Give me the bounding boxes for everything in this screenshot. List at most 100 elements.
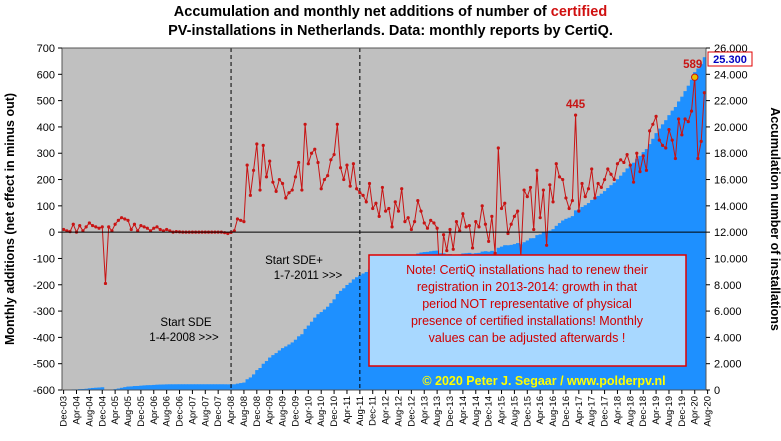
monthly-point [316, 160, 320, 165]
monthly-point [689, 109, 694, 113]
x-tick-label: Apr-16 [535, 396, 546, 425]
monthly-point [615, 162, 620, 166]
monthly-point [139, 223, 143, 228]
x-tick-label: Dec-06 [175, 396, 186, 427]
x-tick-label: Aug-15 [509, 396, 520, 427]
accumulation-bar [84, 388, 89, 390]
monthly-point [293, 175, 298, 179]
accumulation-bar [345, 284, 349, 390]
monthly-point [651, 122, 655, 126]
monthly-point [470, 246, 475, 250]
accumulation-bar [680, 96, 684, 391]
accumulation-bar [223, 384, 227, 390]
monthly-point [631, 180, 636, 184]
monthly-point [161, 229, 166, 233]
accumulation-bar [161, 384, 166, 390]
accumulation-bar [686, 85, 691, 390]
monthly-point [490, 214, 494, 218]
accumulation-bar [232, 384, 237, 390]
monthly-point [90, 223, 95, 228]
monthly-point [110, 229, 114, 233]
accumulation-bar [670, 110, 675, 391]
monthly-point [342, 177, 346, 182]
accumulation-bar [152, 384, 156, 390]
monthly-point [699, 139, 703, 143]
monthly-point [483, 222, 488, 226]
accumulation-bar [200, 384, 205, 390]
sdeplus-label: Start SDE+ [265, 255, 323, 267]
monthly-point [564, 196, 568, 200]
monthly-point [680, 133, 684, 137]
y-tick-label: 100 [37, 201, 55, 213]
y2-tick-label: 16.000 [714, 175, 748, 187]
accumulation-bar [287, 344, 292, 390]
accumulation-bar [116, 388, 121, 390]
monthly-point [677, 117, 681, 121]
accumulation-bar [290, 342, 295, 390]
x-tick-label: Dec-12 [406, 396, 417, 427]
monthly-point [664, 146, 668, 150]
x-tick-label: Apr-05 [110, 396, 121, 425]
x-tick-label: Aug-18 [625, 396, 636, 427]
y2-tick-label: 22.000 [714, 96, 748, 108]
monthly-point [593, 196, 597, 200]
accumulation-bar [158, 384, 163, 390]
accumulation-bar [332, 299, 337, 390]
monthly-point [351, 162, 356, 166]
x-tick-label: Apr-06 [149, 396, 160, 425]
accumulation-bar [300, 334, 304, 390]
monthly-point [396, 209, 401, 213]
monthly-point [474, 220, 478, 224]
monthly-point [338, 166, 343, 170]
x-tick-label: Aug-12 [394, 396, 405, 427]
x-tick-label: Apr-07 [187, 396, 198, 425]
last-value-box [707, 51, 753, 67]
y-tick-label: 300 [37, 148, 55, 160]
accumulation-bar [210, 384, 214, 390]
x-tick-label: Apr-13 [419, 396, 430, 425]
monthly-point [606, 167, 610, 171]
monthly-point [648, 129, 652, 133]
accumulation-bar [123, 387, 127, 390]
monthly-point [583, 195, 587, 199]
monthly-point [635, 151, 639, 155]
monthly-point [309, 151, 314, 155]
accumulation-bar [129, 386, 134, 390]
accumulation-bar [168, 384, 172, 390]
accumulation-bar [677, 101, 681, 390]
y-tick-label: 0 [49, 227, 55, 239]
monthly-point [609, 172, 613, 176]
monthly-point [416, 198, 420, 203]
monthly-point [419, 209, 423, 213]
monthly-point [242, 220, 246, 224]
accumulation-bar [126, 386, 131, 390]
monthly-point [628, 163, 632, 167]
x-tick-label: Apr-10 [303, 396, 314, 425]
monthly-point [174, 230, 178, 234]
accumulation-bar [689, 79, 694, 391]
y2-tick-label: 8.000 [714, 280, 742, 292]
monthly-point [280, 181, 285, 186]
x-tick-label: Apr-11 [342, 396, 353, 424]
x-tick-label: Apr-19 [651, 396, 662, 425]
monthly-point [644, 168, 649, 172]
x-tick-label: Dec-17 [600, 396, 611, 427]
monthly-point [223, 231, 227, 235]
accumulation-bar [174, 384, 179, 390]
monthly-point [345, 163, 349, 167]
x-tick-label: Aug-20 [703, 396, 714, 427]
x-tick-label: Aug-05 [123, 396, 134, 427]
x-tick-label: Aug-11 [355, 396, 366, 426]
monthly-point [78, 223, 82, 228]
monthly-point [300, 188, 304, 192]
x-tick-label: Apr-20 [690, 396, 701, 425]
x-tick-label: Apr-12 [381, 396, 392, 425]
accumulation-bar [309, 321, 314, 390]
monthly-point [387, 206, 391, 211]
accumulation-bar [667, 115, 671, 391]
accumulation-bar [297, 336, 301, 390]
accumulation-bar [139, 385, 143, 390]
y-tick-label: -300 [33, 306, 55, 318]
accumulation-bar [251, 374, 256, 390]
